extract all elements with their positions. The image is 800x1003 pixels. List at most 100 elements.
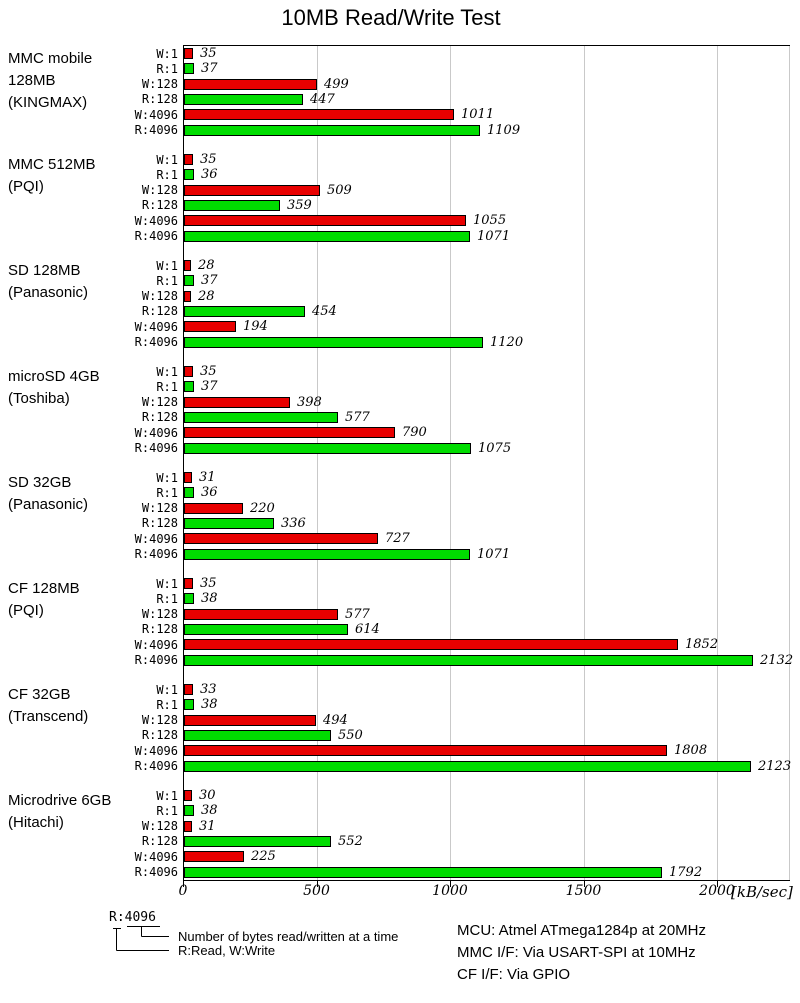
bar-row-label: R:128 bbox=[141, 728, 178, 743]
write-bar bbox=[184, 790, 192, 801]
device-group-label-line: (Transcend) bbox=[8, 707, 89, 725]
bar-row-label: W:128 bbox=[141, 289, 178, 304]
write-bar bbox=[184, 321, 236, 332]
device-group-label: SD 128MB (Panasonic) bbox=[8, 260, 173, 304]
bar-value-label: 447 bbox=[310, 91, 335, 107]
write-bar bbox=[184, 215, 466, 226]
read-bar bbox=[184, 125, 480, 136]
bar-row-label: W:1 bbox=[156, 576, 178, 591]
legend-note-bytes: Number of bytes read/written at a time bbox=[178, 929, 399, 944]
bar-row-label: R:1 bbox=[156, 591, 178, 606]
read-bar bbox=[184, 169, 194, 180]
device-group-label: Microdrive 6GB (Hitachi) bbox=[8, 790, 173, 834]
device-group-label-line: MMC mobile bbox=[8, 49, 93, 67]
bar-row-label: R:128 bbox=[141, 410, 178, 425]
bar-value-label: 35 bbox=[200, 576, 217, 591]
axis-tick bbox=[717, 881, 718, 887]
bar-row-label: W:128 bbox=[141, 713, 178, 728]
bar-row-label: W:1 bbox=[156, 682, 178, 697]
axis-tick-label: 1000 bbox=[432, 883, 468, 899]
bar-row-label: R:128 bbox=[141, 516, 178, 531]
read-bar bbox=[184, 231, 470, 242]
read-bar bbox=[184, 487, 194, 498]
write-bar bbox=[184, 79, 317, 90]
read-bar bbox=[184, 412, 338, 423]
read-bar bbox=[184, 381, 194, 392]
bar-value-label: 1852 bbox=[685, 637, 719, 653]
write-bar bbox=[184, 851, 244, 862]
bar-value-label: 509 bbox=[327, 182, 352, 198]
device-group-label-line: SD 128MB bbox=[8, 261, 81, 279]
bar-row-label: R:1 bbox=[156, 803, 178, 818]
device-group-label-line: Microdrive 6GB bbox=[8, 791, 112, 809]
bar-row-label: R:1 bbox=[156, 485, 178, 500]
device-group-label-line: MMC 512MB bbox=[8, 155, 96, 173]
gridline bbox=[583, 46, 585, 880]
bar-row-label: W:4096 bbox=[134, 637, 178, 652]
write-bar bbox=[184, 821, 192, 832]
read-bar bbox=[184, 275, 194, 286]
write-bar bbox=[184, 578, 193, 589]
device-group-label-line: (Panasonic) bbox=[8, 495, 89, 513]
bar-row-label: R:128 bbox=[141, 834, 178, 849]
bar-value-label: 1011 bbox=[461, 107, 495, 123]
read-bar bbox=[184, 518, 274, 529]
bar-value-label: 1071 bbox=[477, 546, 511, 562]
bar-row-label: W:128 bbox=[141, 395, 178, 410]
bar-row-label: W:4096 bbox=[134, 319, 178, 334]
bar-value-label: 398 bbox=[297, 394, 322, 410]
bar-value-label: 2123 bbox=[758, 758, 792, 774]
read-bar bbox=[184, 699, 194, 710]
bar-value-label: 790 bbox=[402, 425, 427, 441]
write-bar bbox=[184, 503, 243, 514]
write-bar bbox=[184, 427, 395, 438]
bar-value-label: 1808 bbox=[674, 743, 708, 759]
bar-row-label: R:4096 bbox=[134, 653, 178, 667]
write-bar bbox=[184, 291, 191, 302]
bar-value-label: 225 bbox=[251, 849, 276, 865]
bar-value-label: 1792 bbox=[669, 864, 703, 880]
info-mmc-interface: MMC I/F: Via USART-SPI at 10MHz bbox=[457, 944, 696, 961]
bar-value-label: 35 bbox=[200, 46, 217, 61]
device-group-label: CF 32GB (Transcend) bbox=[8, 684, 173, 728]
bar-value-label: 28 bbox=[198, 288, 215, 304]
info-mcu: MCU: Atmel ATmega1284p at 20MHz bbox=[457, 922, 706, 939]
device-group-label: CF 128MB (PQI) bbox=[8, 578, 173, 622]
bar-row-label: R:128 bbox=[141, 622, 178, 637]
read-bar bbox=[184, 63, 194, 74]
bar-row-label: R:128 bbox=[141, 92, 178, 107]
info-cf-interface: CF I/F: Via GPIO bbox=[457, 966, 571, 983]
axis-tick-label: 500 bbox=[303, 883, 330, 899]
write-bar bbox=[184, 397, 290, 408]
write-bar bbox=[184, 533, 378, 544]
bar-row-label: W:4096 bbox=[134, 743, 178, 758]
bar-row-label: W:4096 bbox=[134, 849, 178, 864]
bar-value-label: 38 bbox=[201, 697, 218, 713]
bar-value-label: 727 bbox=[385, 531, 410, 547]
bar-row-label: R:4096 bbox=[134, 865, 178, 879]
bar-value-label: 36 bbox=[201, 167, 218, 183]
bar-row-label: W:128 bbox=[141, 77, 178, 92]
x-axis-line bbox=[183, 880, 790, 881]
write-bar bbox=[184, 260, 191, 271]
y-axis-line bbox=[183, 45, 184, 887]
hardware-info: MCU: Atmel ATmega1284p at 20MHz MMC I/F:… bbox=[457, 920, 706, 986]
bar-value-label: 36 bbox=[201, 485, 218, 501]
device-group-label: MMC mobile 128MB (KINGMAX) bbox=[8, 48, 173, 114]
device-group-label-line: (KINGMAX) bbox=[8, 93, 88, 111]
bar-value-label: 30 bbox=[199, 788, 216, 803]
read-bar bbox=[184, 94, 303, 105]
chart-title: 10MB Read/Write Test bbox=[281, 5, 501, 30]
bar-value-label: 38 bbox=[201, 803, 218, 819]
bar-row-label: W:4096 bbox=[134, 213, 178, 228]
bar-value-label: 1075 bbox=[478, 440, 512, 456]
bar-value-label: 2132 bbox=[760, 652, 794, 668]
write-bar bbox=[184, 715, 316, 726]
bar-value-label: 194 bbox=[243, 319, 268, 335]
bar-value-label: 1055 bbox=[473, 213, 507, 229]
write-bar bbox=[184, 109, 454, 120]
read-bar bbox=[184, 549, 470, 560]
read-bar bbox=[184, 624, 348, 635]
bar-value-label: 336 bbox=[281, 515, 306, 531]
